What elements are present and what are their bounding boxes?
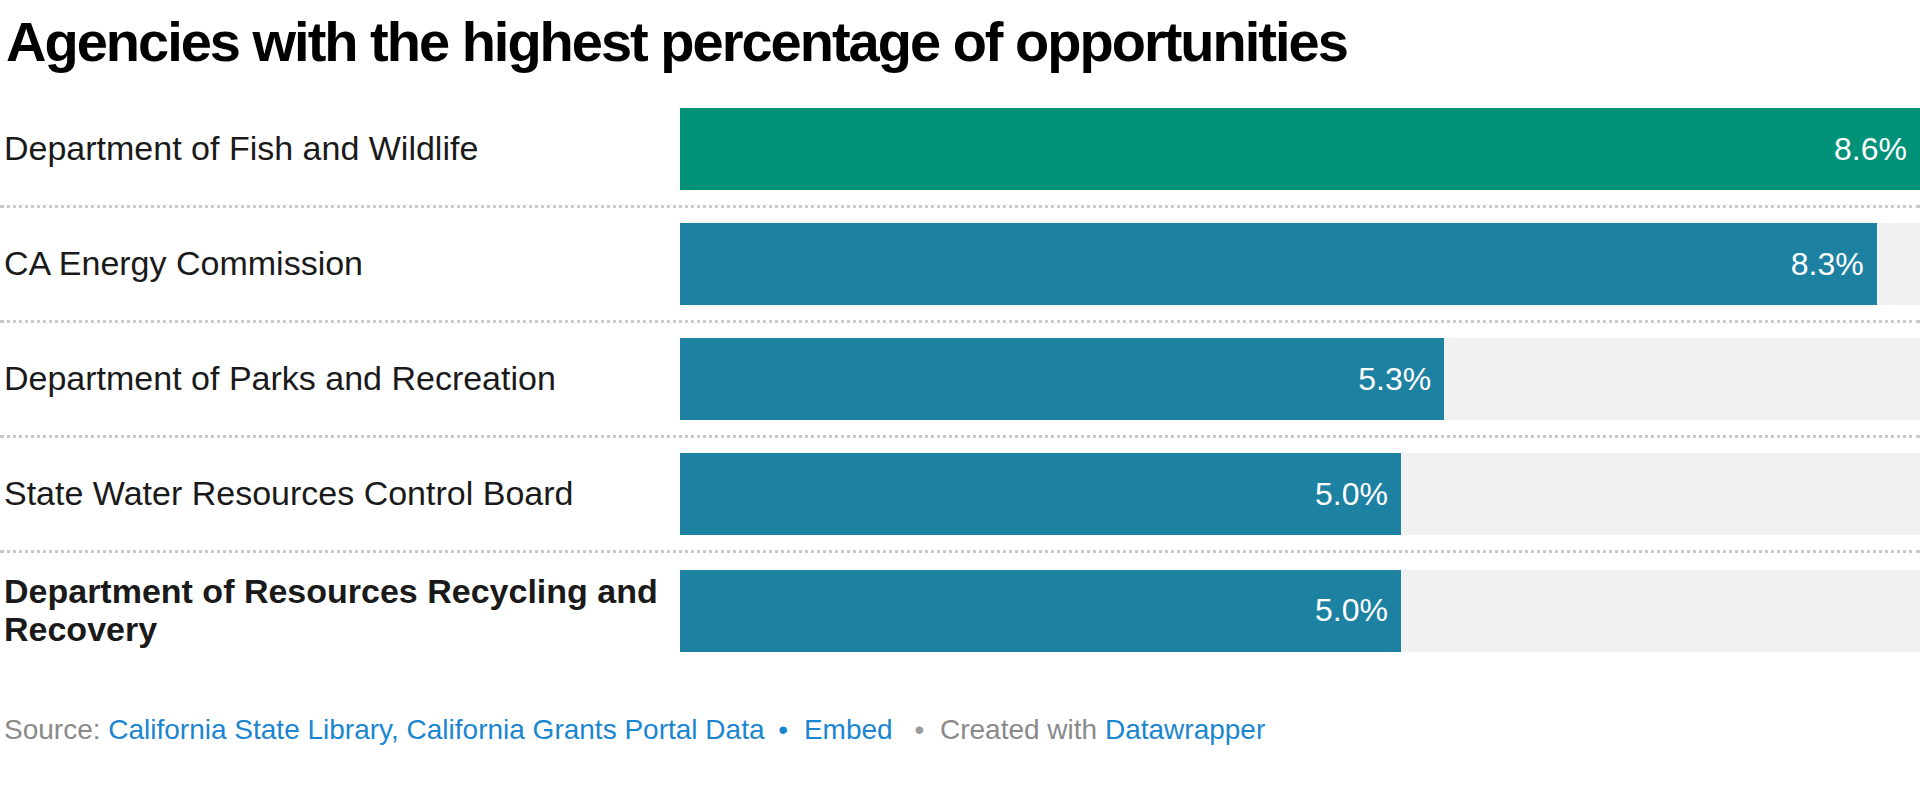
bar-category-label: Department of Resources Recycling and Re… (0, 573, 680, 648)
bar-value-label: 5.0% (1315, 476, 1401, 513)
bar-value-label: 8.3% (1791, 246, 1877, 283)
bar-category-label: State Water Resources Control Board (0, 475, 680, 512)
bar-track: 5.3% (680, 338, 1920, 420)
created-with-label: Created with (940, 714, 1097, 745)
chart-container: Agencies with the highest percentage of … (0, 8, 1920, 795)
bar-category-label: Department of Parks and Recreation (0, 360, 680, 397)
datawrapper-link[interactable]: Datawrapper (1105, 714, 1265, 745)
bar-track: 5.0% (680, 570, 1920, 652)
bar-fill: 5.3% (680, 338, 1444, 420)
bar-row: Department of Fish and Wildlife 8.6% (0, 93, 1920, 208)
bar-value-label: 5.0% (1315, 592, 1401, 629)
source-label: Source: (4, 714, 101, 745)
separator-bullet-icon: • (778, 714, 788, 745)
bar-value-label: 8.6% (1834, 131, 1920, 168)
bar-track: 5.0% (680, 453, 1920, 535)
bar-row: CA Energy Commission 8.3% (0, 208, 1920, 323)
bar-row: State Water Resources Control Board 5.0% (0, 438, 1920, 553)
bar-track: 8.6% (680, 108, 1920, 190)
bar-track: 8.3% (680, 223, 1920, 305)
bar-row: Department of Parks and Recreation 5.3% (0, 323, 1920, 438)
bar-fill: 8.3% (680, 223, 1877, 305)
bar-fill: 5.0% (680, 570, 1401, 652)
bar-value-label: 5.3% (1358, 361, 1444, 398)
chart-footer: Source: California State Library, Califo… (4, 714, 1920, 746)
bar-fill: 8.6% (680, 108, 1920, 190)
chart-title: Agencies with the highest percentage of … (6, 8, 1920, 76)
source-link[interactable]: California State Library, California Gra… (108, 714, 764, 745)
embed-link[interactable]: Embed (804, 714, 893, 745)
bar-row: Department of Resources Recycling and Re… (0, 553, 1920, 668)
separator-bullet-icon: • (914, 714, 924, 745)
bar-category-label: CA Energy Commission (0, 245, 680, 282)
bar-category-label: Department of Fish and Wildlife (0, 130, 680, 167)
bar-fill: 5.0% (680, 453, 1401, 535)
bar-chart: Department of Fish and Wildlife 8.6% CA En… (0, 93, 1920, 668)
